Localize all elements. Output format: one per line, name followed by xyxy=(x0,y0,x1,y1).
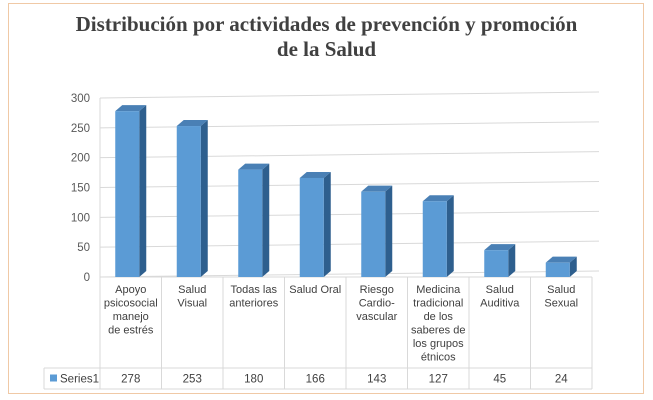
y-tick-label: 300 xyxy=(71,93,90,105)
bar-side xyxy=(569,256,577,277)
x-tick-label: Salud Oral xyxy=(289,284,341,296)
data-label: 180 xyxy=(244,374,263,386)
data-table: Apoyo psicosocial manejo de estrés Salud Visu… xyxy=(43,277,593,390)
y-tick-label: 50 xyxy=(77,242,90,254)
bar-top xyxy=(299,171,331,178)
bar-top xyxy=(361,185,393,192)
bar xyxy=(176,120,208,277)
bar-side xyxy=(323,171,331,277)
data-label: 45 xyxy=(493,374,506,386)
bar-front xyxy=(361,191,386,277)
legend-swatch xyxy=(50,374,57,382)
y-tick-label: 0 xyxy=(84,272,90,284)
bars xyxy=(115,105,577,277)
x-tick-label: Riesgo Cardio-vascular xyxy=(356,284,397,323)
bar-side xyxy=(200,120,208,277)
chart-title-line-2: de la Salud xyxy=(276,37,377,61)
x-tick-label: Apoyo psicosocial manejo de estrés xyxy=(104,284,158,337)
x-tick-label: Salud Auditiva xyxy=(480,284,520,310)
bar xyxy=(115,105,147,277)
x-tick-label: Medicina tradicional de los saberes de los g… xyxy=(411,284,465,364)
x-tick-label: Todas las anteriores xyxy=(229,284,278,310)
y-tick-label: 250 xyxy=(71,123,90,135)
x-tick-label: Salud Sexual xyxy=(544,284,578,310)
gridline xyxy=(99,151,600,159)
bar-front xyxy=(115,111,140,277)
gridline xyxy=(99,240,600,248)
bar-front xyxy=(422,201,447,277)
bar-front xyxy=(238,169,263,277)
bar-front xyxy=(484,250,509,277)
gridline xyxy=(99,270,600,278)
bar-top xyxy=(484,244,516,251)
bar xyxy=(422,195,454,277)
gridline xyxy=(99,210,600,218)
bar-side xyxy=(385,185,393,277)
data-label: 143 xyxy=(367,374,386,386)
legend-entry: Series1 xyxy=(60,374,99,386)
data-label: 24 xyxy=(555,374,568,386)
bar-side xyxy=(262,163,270,277)
bar-front xyxy=(545,262,570,277)
bar-side xyxy=(446,195,454,277)
y-tick-label: 200 xyxy=(71,153,90,165)
y-tick-label: 100 xyxy=(71,212,90,224)
bar-top xyxy=(545,256,577,263)
bar xyxy=(545,256,577,277)
bar xyxy=(299,171,331,277)
bar-top xyxy=(422,195,454,202)
data-label: 253 xyxy=(183,374,202,386)
bar-front xyxy=(176,126,201,277)
data-label: 127 xyxy=(429,374,448,386)
bar-top xyxy=(176,120,208,127)
data-label: 278 xyxy=(121,374,140,386)
x-tick-label: Salud Visual xyxy=(177,284,207,310)
chart-title: Distribución por actividades de prevenci… xyxy=(0,12,653,62)
gridline xyxy=(99,91,600,99)
bar-top xyxy=(238,163,270,170)
y-tick-label: 150 xyxy=(71,183,90,195)
bar-top xyxy=(115,105,147,112)
chart-title-line-1: Distribución por actividades de prevenci… xyxy=(75,12,578,36)
bar xyxy=(361,185,393,277)
bar xyxy=(238,163,270,277)
bar-side xyxy=(139,105,147,277)
gridline xyxy=(99,181,600,188)
gridline xyxy=(99,121,600,129)
bar xyxy=(484,244,516,277)
bar-side xyxy=(508,244,516,277)
gridlines xyxy=(99,91,600,278)
bar-front xyxy=(299,177,324,277)
data-label: 166 xyxy=(306,374,325,386)
